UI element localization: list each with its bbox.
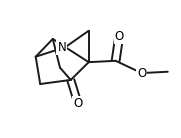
Text: N: N bbox=[57, 41, 66, 54]
Text: O: O bbox=[137, 67, 146, 80]
Text: O: O bbox=[73, 97, 83, 110]
Text: O: O bbox=[115, 30, 124, 43]
